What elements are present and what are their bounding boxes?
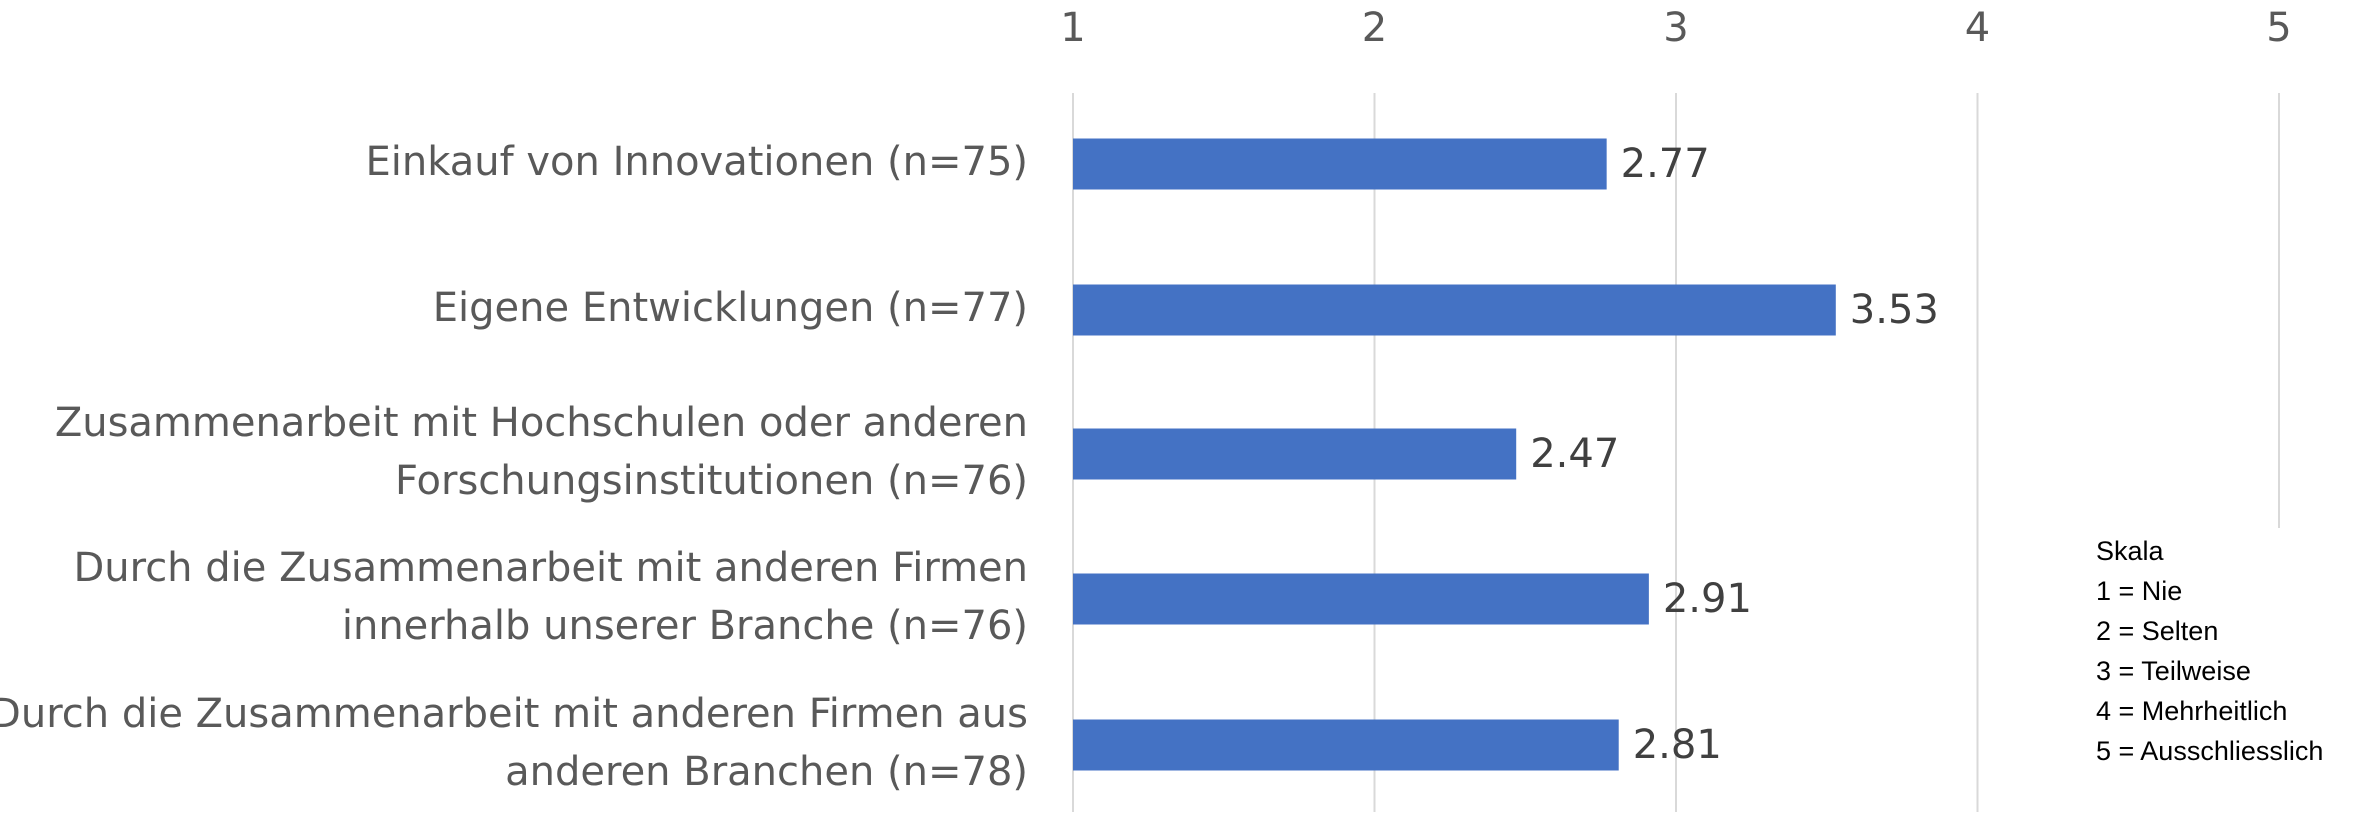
legend-line: 4 = Mehrheitlich bbox=[2096, 696, 2287, 726]
legend-line: 1 = Nie bbox=[2096, 576, 2182, 606]
category-label: Forschungsinstitutionen (n=76) bbox=[395, 458, 1028, 504]
legend-line: 5 = Ausschliesslich bbox=[2096, 736, 2323, 766]
legend-box bbox=[2086, 528, 2359, 814]
bar bbox=[1073, 573, 1649, 625]
x-tick-label: 3 bbox=[1663, 5, 1688, 51]
category-label: Eigene Entwicklungen (n=77) bbox=[433, 285, 1028, 331]
legend-title: Skala bbox=[2096, 536, 2165, 566]
value-label: 2.77 bbox=[1621, 141, 1710, 187]
bar bbox=[1073, 428, 1517, 480]
category-label: Durch die Zusammenarbeit mit anderen Fir… bbox=[73, 545, 1028, 591]
x-tick-label: 4 bbox=[1965, 5, 1990, 51]
category-label: Zusammenarbeit mit Hochschulen oder ande… bbox=[55, 400, 1028, 446]
legend-line: 3 = Teilweise bbox=[2096, 656, 2251, 686]
category-label: innerhalb unserer Branche (n=76) bbox=[342, 603, 1028, 649]
category-label: anderen Branchen (n=78) bbox=[505, 749, 1028, 795]
bar bbox=[1073, 138, 1607, 190]
category-label: Einkauf von Innovationen (n=75) bbox=[366, 139, 1029, 185]
bar bbox=[1073, 284, 1836, 336]
value-label: 2.47 bbox=[1530, 431, 1619, 477]
value-label: 2.91 bbox=[1663, 576, 1752, 622]
x-tick-label: 5 bbox=[2266, 5, 2291, 51]
x-tick-label: 2 bbox=[1362, 5, 1387, 51]
bar bbox=[1073, 719, 1619, 771]
x-tick-label: 1 bbox=[1060, 5, 1085, 51]
value-label: 3.53 bbox=[1850, 287, 1939, 333]
value-label: 2.81 bbox=[1633, 722, 1722, 768]
category-label: Durch die Zusammenarbeit mit anderen Fir… bbox=[0, 691, 1028, 737]
legend-line: 2 = Selten bbox=[2096, 616, 2218, 646]
